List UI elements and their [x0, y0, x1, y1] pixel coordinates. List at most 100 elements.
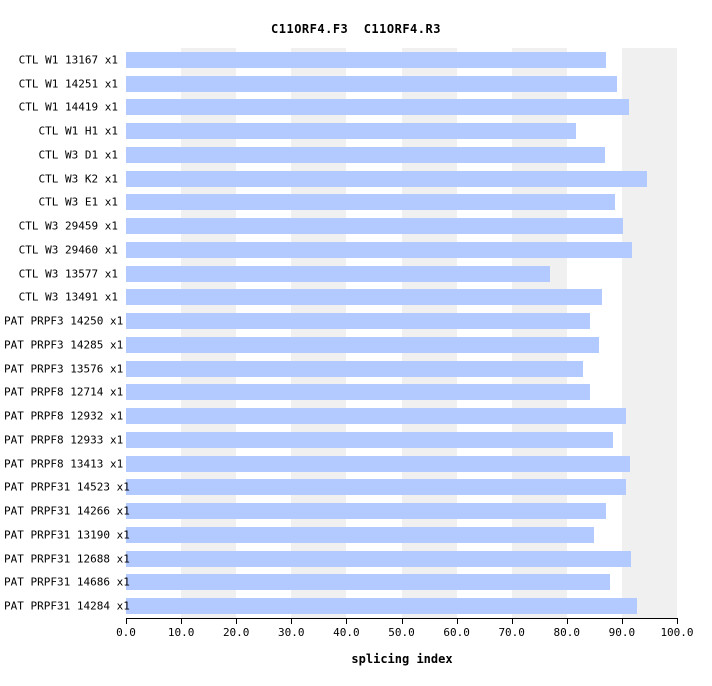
bar[interactable] — [126, 99, 629, 116]
y-axis-label: PAT PRPF8 12933 x1 — [4, 433, 124, 447]
background-band — [511, 48, 567, 618]
bar-row — [126, 51, 677, 68]
bar[interactable] — [126, 455, 630, 472]
y-axis-label: PAT PRPF31 14523 x1 — [4, 480, 130, 494]
bar-row — [126, 170, 677, 187]
x-axis-tick-label: 60.0 — [443, 626, 470, 639]
y-axis-label: PAT PRPF31 12688 x1 — [4, 552, 130, 566]
x-axis-tick-label: 30.0 — [278, 626, 305, 639]
bar-row — [126, 194, 677, 211]
bar-row — [126, 336, 677, 353]
bar-row — [126, 289, 677, 306]
background-band — [181, 48, 237, 618]
bar-row — [126, 313, 677, 330]
bar-row — [126, 431, 677, 448]
bar[interactable] — [126, 289, 603, 306]
bar[interactable] — [126, 265, 551, 282]
x-axis-tick-label: 50.0 — [388, 626, 415, 639]
bar-row — [126, 241, 677, 258]
x-axis-tick — [291, 618, 293, 624]
bar[interactable] — [126, 51, 607, 68]
bar[interactable] — [126, 408, 627, 425]
bar[interactable] — [126, 431, 614, 448]
y-axis-label: PAT PRPF31 14686 x1 — [4, 575, 130, 589]
bar-row — [126, 479, 677, 496]
x-axis-tick — [621, 618, 623, 624]
x-axis-tick-label: 10.0 — [167, 626, 195, 639]
bar[interactable] — [126, 479, 627, 496]
bar[interactable] — [126, 574, 610, 591]
y-axis-label: CTL W1 13167 x1 — [18, 53, 118, 67]
y-axis-label: CTL W1 H1 x1 — [38, 124, 118, 138]
bar[interactable] — [126, 146, 606, 163]
bar[interactable] — [126, 598, 638, 615]
bar-row — [126, 218, 677, 235]
x-axis-tick-label: 0.0 — [116, 626, 136, 639]
plot-area — [126, 48, 677, 618]
x-axis-tick — [236, 618, 238, 624]
bar[interactable] — [126, 123, 576, 140]
bar[interactable] — [126, 218, 623, 235]
bar[interactable] — [126, 313, 590, 330]
bar-row — [126, 526, 677, 543]
bar-row — [126, 550, 677, 567]
bar[interactable] — [126, 550, 631, 567]
bar-row — [126, 123, 677, 140]
x-axis-tick — [456, 618, 458, 624]
bar-row — [126, 265, 677, 282]
background-band — [291, 48, 347, 618]
background-band — [621, 48, 677, 618]
y-axis-label: CTL W3 29460 x1 — [18, 243, 118, 257]
x-axis-tick — [566, 618, 568, 624]
x-axis-tick — [181, 618, 183, 624]
bar-row — [126, 146, 677, 163]
bar-row — [126, 99, 677, 116]
x-axis-tick — [401, 618, 403, 624]
x-axis-tick — [346, 618, 348, 624]
x-axis-tick-label: 40.0 — [333, 626, 360, 639]
bar[interactable] — [126, 194, 616, 211]
chart-title: C11ORF4.F3 C11ORF4.R3 — [271, 22, 441, 36]
bar-row — [126, 360, 677, 377]
bar[interactable] — [126, 170, 648, 187]
y-axis-label: PAT PRPF8 13413 x1 — [4, 457, 124, 471]
y-axis-label: CTL W1 14251 x1 — [18, 77, 118, 91]
y-axis-label: PAT PRPF8 12932 x1 — [4, 409, 124, 423]
x-axis-tick — [126, 618, 127, 624]
bar-row — [126, 503, 677, 520]
y-axis-label: CTL W3 E1 x1 — [38, 195, 118, 209]
bar[interactable] — [126, 241, 632, 258]
bar[interactable] — [126, 75, 618, 92]
y-axis-label: CTL W3 D1 x1 — [38, 148, 118, 162]
x-axis-tick-label: 70.0 — [498, 626, 525, 639]
bar[interactable] — [126, 384, 590, 401]
bar-row — [126, 598, 677, 615]
y-axis-label: CTL W3 K2 x1 — [38, 172, 118, 186]
y-axis-label: PAT PRPF31 14266 x1 — [4, 504, 130, 518]
x-axis-tick — [677, 618, 678, 624]
bars-layer — [126, 48, 677, 618]
x-axis-tick-label: 20.0 — [222, 626, 250, 639]
bar[interactable] — [126, 526, 595, 543]
bar[interactable] — [126, 503, 607, 520]
y-axis-labels: CTL W1 13167 x1 CTL W1 14251 x1 CTL W1 144… — [0, 0, 130, 686]
bar[interactable] — [126, 360, 584, 377]
y-axis-label: PAT PRPF3 14285 x1 — [4, 338, 124, 352]
x-axis-tick-label: 100.0 — [660, 626, 694, 639]
y-axis-label: CTL W1 14419 x1 — [18, 100, 118, 114]
bar-row — [126, 574, 677, 591]
x-axis-tick-label: 90.0 — [608, 626, 636, 639]
bar-row — [126, 408, 677, 425]
y-axis-label: CTL W3 13577 x1 — [18, 267, 118, 281]
x-axis-tick — [511, 618, 513, 624]
bar-row — [126, 455, 677, 472]
x-axis-tick-label: 80.0 — [553, 626, 581, 639]
y-axis-label: PAT PRPF3 13576 x1 — [4, 362, 124, 376]
background-band — [401, 48, 457, 618]
bar-row — [126, 384, 677, 401]
bar-row — [126, 75, 677, 92]
y-axis-label: PAT PRPF3 14250 x1 — [4, 314, 124, 328]
bar[interactable] — [126, 336, 599, 353]
y-axis-label: CTL W3 29459 x1 — [18, 219, 118, 233]
